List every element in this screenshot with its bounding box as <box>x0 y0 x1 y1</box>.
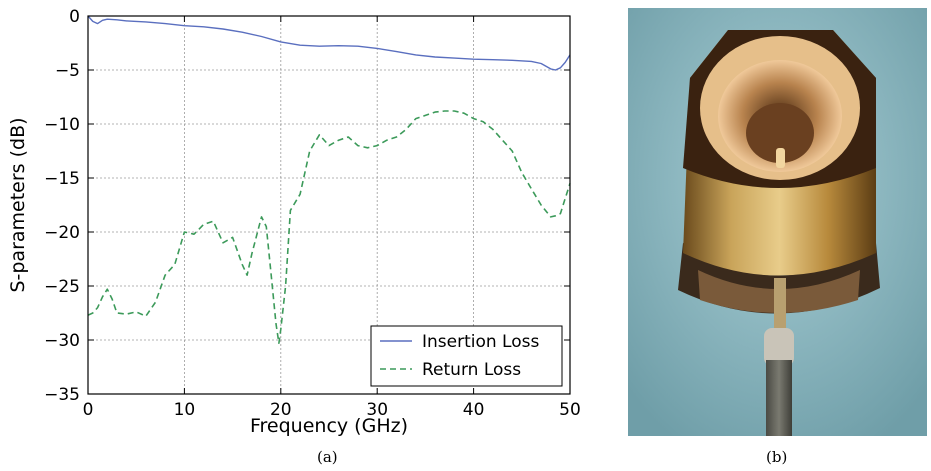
x-tick-label: 50 <box>559 400 581 420</box>
y-tick-label: −15 <box>44 169 80 189</box>
plot-frame <box>87 15 571 395</box>
connector-inner-ring <box>746 103 814 163</box>
connector-photo <box>628 8 927 436</box>
y-tick-label: −20 <box>44 223 80 243</box>
grid-lines <box>88 16 570 394</box>
y-tick-label: −25 <box>44 277 80 297</box>
y-tick-label: −10 <box>44 115 80 135</box>
y-tick-label: −30 <box>44 331 80 351</box>
x-tick-label: 0 <box>83 400 94 420</box>
x-tick-label: 10 <box>174 400 196 420</box>
series-line-return-loss <box>87 110 571 345</box>
legend-label-return-loss: Return Loss <box>422 360 521 380</box>
legend-box <box>370 325 563 387</box>
legend: Insertion Loss Return Loss <box>370 325 563 387</box>
solder-joint <box>764 328 794 366</box>
x-axis-title: Frequency (GHz) <box>250 415 408 437</box>
legend-label-insertion-loss: Insertion Loss <box>422 332 539 352</box>
feed-pin <box>774 278 786 336</box>
center-pin <box>776 148 785 168</box>
y-axis-title: S-parameters (dB) <box>7 117 29 292</box>
y-tick-label: −5 <box>55 61 80 81</box>
x-tick-label: 30 <box>366 400 388 420</box>
caption-b: (b) <box>766 448 788 466</box>
y-tick-label: −35 <box>44 385 80 405</box>
y-tick-label: 0 <box>69 7 80 27</box>
coax-cable <box>766 360 792 436</box>
s-parameters-chart: 0 10 20 30 40 50 0 −5 −10 −15 −20 −25 −30 −35 Frequen… <box>7 7 581 437</box>
data-series <box>87 15 571 345</box>
x-tick-label: 40 <box>463 400 485 420</box>
caption-a: (a) <box>317 448 338 466</box>
x-tick-label: 20 <box>270 400 292 420</box>
axis-ticks: 0 10 20 30 40 50 0 −5 −10 −15 −20 −25 −30 −35 <box>44 7 581 420</box>
series-line-insertion-loss <box>87 15 571 71</box>
